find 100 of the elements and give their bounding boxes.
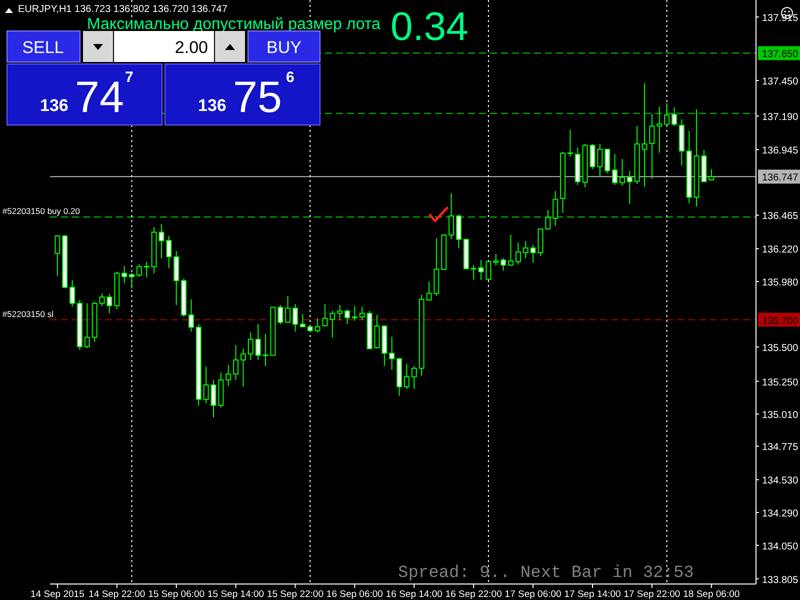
ref-line-label: 137.650 <box>762 49 799 60</box>
x-tick-label: 15 Sep 14:00 <box>208 589 264 600</box>
candlestick <box>203 366 209 404</box>
candlestick <box>166 235 172 269</box>
candlestick <box>188 298 194 332</box>
y-tick-label: 137.915 <box>762 12 799 24</box>
candlestick <box>567 130 573 158</box>
candlestick <box>620 158 625 186</box>
ref-line-label: 135.700 <box>762 316 799 327</box>
annotation: 136 <box>40 96 68 115</box>
candlestick <box>672 106 677 127</box>
candlestick <box>122 266 128 284</box>
candlestick <box>612 154 618 186</box>
candlestick <box>70 279 76 308</box>
y-tick-label: 133.805 <box>762 574 799 586</box>
annotation: #52203150 sl <box>2 308 54 319</box>
candlestick <box>262 333 268 366</box>
candlestick <box>300 314 306 328</box>
candlestick <box>374 314 380 349</box>
y-tick-label: 137.450 <box>762 76 799 88</box>
candlestick <box>448 192 454 240</box>
candlestick <box>248 332 254 360</box>
x-tick-label: 16 Sep 06:00 <box>326 589 383 600</box>
candlestick <box>322 304 328 328</box>
annotation: 2.00 <box>174 38 208 57</box>
annotation: 136 <box>198 96 226 115</box>
annotation: 7 <box>125 69 134 86</box>
candlestick <box>626 170 632 204</box>
candlestick <box>552 190 558 226</box>
annotation: Spread: 9.. Next Bar in 32:53 <box>398 564 694 583</box>
y-tick-label: 136.465 <box>762 211 799 222</box>
annotation: 0.34 <box>390 5 468 49</box>
candlestick <box>84 302 90 348</box>
candlestick <box>285 295 291 323</box>
candlestick <box>54 234 60 277</box>
candlestick <box>500 258 506 272</box>
annotation: #52203150 buy 0.20 <box>2 206 80 216</box>
y-tick-label: 135.980 <box>762 277 799 288</box>
ref-line-label: 136.747 <box>762 172 799 184</box>
y-tick-label: 135.010 <box>762 410 799 422</box>
candlestick <box>255 323 261 360</box>
candlestick <box>493 253 499 266</box>
x-tick-label: 18 Sep 06:00 <box>683 589 740 600</box>
y-tick-label: 136.220 <box>762 244 799 256</box>
candlestick <box>226 364 232 387</box>
lot-size-field: 2.00 <box>114 31 214 62</box>
x-tick-label: 16 Sep 14:00 <box>386 589 442 600</box>
y-tick-label: 137.190 <box>762 112 799 124</box>
sell-button: SELL <box>6 30 80 62</box>
candlestick <box>330 310 336 338</box>
y-tick-label: 134.775 <box>762 442 799 454</box>
x-tick-label: 16 Sep 22:00 <box>445 589 502 600</box>
candlestick <box>352 305 358 322</box>
candlestick <box>604 148 610 174</box>
x-tick-label: 14 Sep 2015 <box>30 589 84 600</box>
y-tick-label: 135.250 <box>762 377 799 388</box>
x-tick-label: 15 Sep 22:00 <box>266 589 324 600</box>
candlestick <box>240 348 246 388</box>
annotation: SELL <box>22 38 64 57</box>
annotation: Максимально допустимый размер лота <box>87 16 381 33</box>
candlestick <box>174 250 180 306</box>
candlestick <box>233 344 239 380</box>
y-tick-label: 136.945 <box>762 146 799 157</box>
y-tick-label: 134.290 <box>762 508 799 520</box>
candlestick <box>545 209 551 230</box>
annotation: 6 <box>286 69 294 86</box>
candlestick <box>404 364 410 390</box>
x-tick-label: 14 Sep 22:00 <box>88 589 146 600</box>
candlestick <box>278 304 284 325</box>
candlestick <box>426 281 432 302</box>
candlestick <box>515 242 521 265</box>
y-tick-label: 135.500 <box>762 343 799 354</box>
candlestick <box>144 261 150 278</box>
x-tick-label: 17 Sep 22:00 <box>624 589 680 600</box>
candlestick <box>470 264 476 280</box>
x-tick-label: 17 Sep 06:00 <box>504 589 562 600</box>
x-tick-label: 15 Sep 06:00 <box>148 589 205 600</box>
candlestick <box>314 318 320 333</box>
candlestick <box>337 304 343 321</box>
candlestick <box>597 143 603 178</box>
y-tick-label: 134.530 <box>762 476 799 487</box>
candlestick <box>359 306 365 321</box>
candlestick <box>411 366 417 390</box>
annotation: 75 <box>233 73 282 122</box>
candlestick <box>456 214 462 249</box>
candlestick <box>292 304 298 332</box>
candlestick <box>538 228 544 257</box>
candlestick <box>136 264 142 278</box>
candlestick <box>590 143 596 170</box>
candlestick <box>344 308 350 324</box>
candlestick <box>664 102 670 126</box>
y-tick-label: 134.050 <box>762 541 799 552</box>
x-tick-label: 17 Sep 14:00 <box>564 589 621 600</box>
buy-button: BUY <box>248 30 320 62</box>
annotation: 74 <box>75 73 124 122</box>
chart-title: EURJPY,H1 136.723 136.802 136.720 136.747 <box>18 4 228 15</box>
candlestick <box>210 379 216 418</box>
candlestick <box>708 168 714 181</box>
annotation: BUY <box>266 38 302 57</box>
candlestick <box>522 240 528 259</box>
